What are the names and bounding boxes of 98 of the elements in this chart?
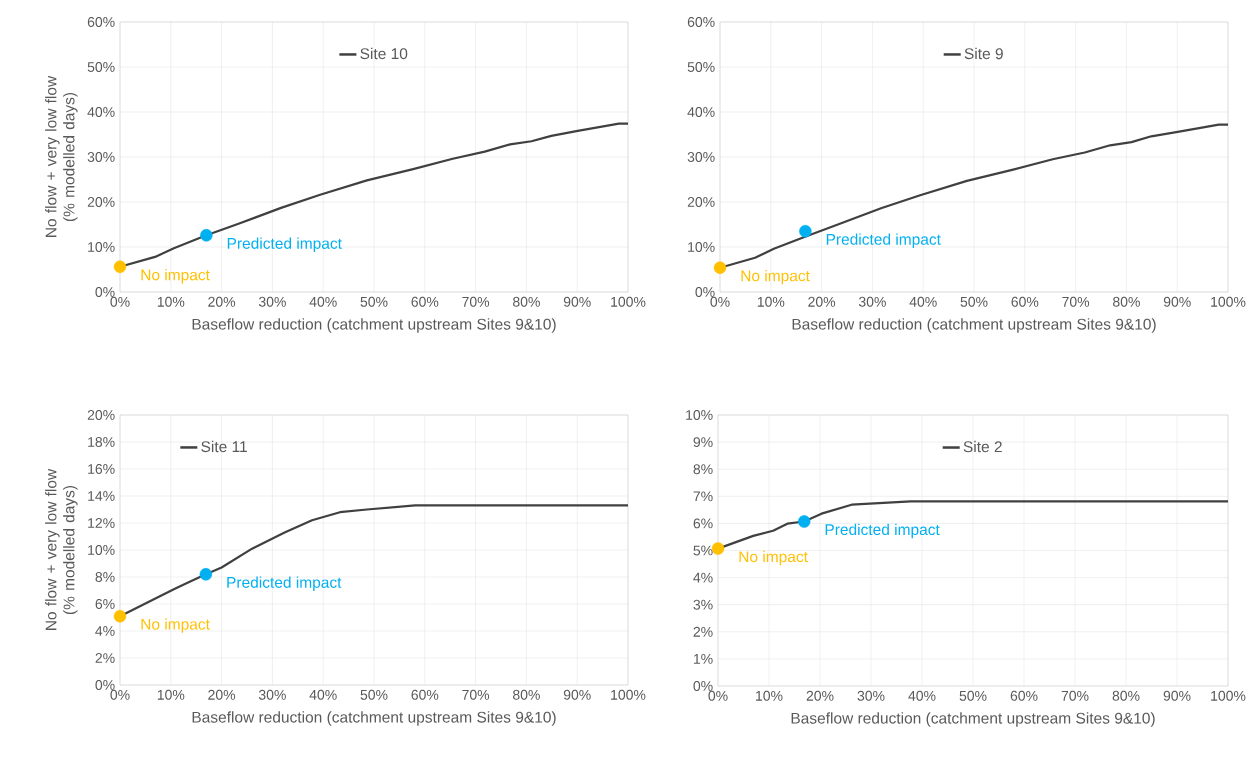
y-tick-label: 4% <box>95 626 115 636</box>
x-axis-title: Baseflow reduction (catchment upstream Sites 9&10) <box>192 711 556 726</box>
x-axis-title: Baseflow reduction (catchment upstream Sites 9&10) <box>792 318 1156 333</box>
y-tick-label: 16% <box>88 464 115 474</box>
x-tick-label: 20% <box>208 689 236 700</box>
y-tick-label: 1% <box>693 654 713 664</box>
y-tick-label: 10% <box>88 242 115 252</box>
y-tick-label: 8% <box>693 464 713 475</box>
x-tick-label: 60% <box>1010 690 1038 701</box>
x-tick-label: 80% <box>513 296 540 307</box>
x-tick-label: 100% <box>611 689 646 700</box>
y-tick-label: 18% <box>88 437 115 447</box>
y-tick-label: 60% <box>687 17 715 27</box>
y-tick-label: 14% <box>88 491 115 501</box>
x-tick-label: 0% <box>708 690 728 701</box>
series-label: Predicted impact <box>826 233 941 248</box>
x-tick-label: 40% <box>309 689 337 700</box>
legend-label: Site 11 <box>201 440 247 453</box>
x-axis-title: Baseflow reduction (catchment upstream Sites 9&10) <box>791 712 1155 727</box>
y-tick-label: 30% <box>87 152 115 162</box>
y-tick-label: 10% <box>88 545 115 555</box>
y-tick-label: 0% <box>695 287 715 297</box>
x-tick-label: 20% <box>808 296 836 307</box>
x-axis-title: Baseflow reduction (catchment upstream Sites 9&10) <box>192 318 556 333</box>
x-tick-label: 80% <box>1112 690 1140 701</box>
y-tick-label: 60% <box>87 17 115 27</box>
x-tick-label: 70% <box>462 296 490 307</box>
y-tick-label: 5% <box>693 545 713 556</box>
x-tick-label: 40% <box>908 690 936 701</box>
x-tick-label: 20% <box>208 296 236 307</box>
y-tick-label: 6% <box>95 599 115 609</box>
y-tick-label: 2% <box>693 626 713 637</box>
y-tick-label: 7% <box>693 491 713 502</box>
x-tick-label: 0% <box>710 296 730 307</box>
legend-label: Site 10 <box>360 47 408 60</box>
y-tick-label: 30% <box>687 152 715 162</box>
y-axis-title: No flow + very low flow (% modelled days) <box>45 75 78 237</box>
x-tick-label: 10% <box>757 296 785 307</box>
x-tick-label: 30% <box>858 296 886 307</box>
x-tick-label: 90% <box>1163 296 1191 307</box>
x-tick-label: 90% <box>1163 690 1191 701</box>
y-tick-label: 40% <box>87 107 115 117</box>
x-tick-label: 50% <box>959 690 987 701</box>
series-label: Predicted impact <box>825 523 940 539</box>
y-tick-label: 6% <box>693 518 713 529</box>
x-tick-label: 50% <box>360 689 388 700</box>
series-label: Predicted impact <box>227 576 342 591</box>
x-tick-label: 50% <box>360 296 388 307</box>
x-tick-label: 90% <box>563 689 591 700</box>
y-tick-label: 0% <box>95 680 115 690</box>
y-tick-label: 2% <box>95 653 115 663</box>
x-tick-label: 60% <box>411 296 439 307</box>
legend-label: Site 9 <box>964 47 1003 60</box>
y-tick-label: 20% <box>87 410 115 420</box>
series-label: No impact <box>741 269 810 285</box>
y-tick-label: 0% <box>95 287 115 297</box>
x-tick-label: 100% <box>1211 296 1246 307</box>
x-tick-label: 90% <box>563 296 591 307</box>
x-tick-label: 0% <box>110 689 130 700</box>
x-tick-label: 80% <box>513 689 540 700</box>
x-tick-label: 20% <box>806 690 834 701</box>
series-label: No impact <box>141 618 210 633</box>
x-tick-label: 10% <box>756 690 783 701</box>
x-tick-label: 40% <box>909 296 937 307</box>
series-label: No impact <box>739 550 808 566</box>
x-tick-label: 60% <box>1011 296 1039 307</box>
y-tick-label: 9% <box>693 437 713 448</box>
x-tick-label: 50% <box>960 296 988 307</box>
y-tick-label: 0% <box>693 681 713 691</box>
x-tick-label: 100% <box>611 296 646 307</box>
y-axis-title: No flow + very low flow (% modelled days) <box>45 468 78 630</box>
x-tick-label: 30% <box>258 296 286 307</box>
x-tick-label: 30% <box>857 690 885 701</box>
x-tick-label: 80% <box>1113 296 1140 307</box>
x-tick-label: 10% <box>157 689 185 700</box>
x-tick-label: 40% <box>309 296 337 307</box>
x-tick-label: 70% <box>462 689 490 700</box>
x-tick-label: 10% <box>157 296 185 307</box>
x-tick-label: 100% <box>1211 690 1246 701</box>
x-tick-label: 70% <box>1061 690 1089 701</box>
y-tick-label: 4% <box>693 572 713 583</box>
y-tick-label: 3% <box>693 599 713 610</box>
x-tick-label: 30% <box>258 689 286 700</box>
y-tick-label: 50% <box>87 62 115 72</box>
series-label: No impact <box>141 268 210 284</box>
y-tick-label: 10% <box>686 410 713 420</box>
y-tick-label: 40% <box>687 107 715 117</box>
y-tick-label: 20% <box>687 197 715 207</box>
y-tick-label: 12% <box>88 518 115 528</box>
y-tick-label: 10% <box>688 242 715 252</box>
x-tick-label: 70% <box>1062 296 1090 307</box>
x-tick-label: 60% <box>411 689 439 700</box>
x-tick-label: 0% <box>110 296 130 307</box>
series-label: Predicted impact <box>227 237 342 252</box>
legend-label: Site 2 <box>963 440 1002 453</box>
y-tick-label: 8% <box>95 572 115 582</box>
y-tick-label: 50% <box>687 62 715 72</box>
y-tick-label: 20% <box>87 197 115 207</box>
